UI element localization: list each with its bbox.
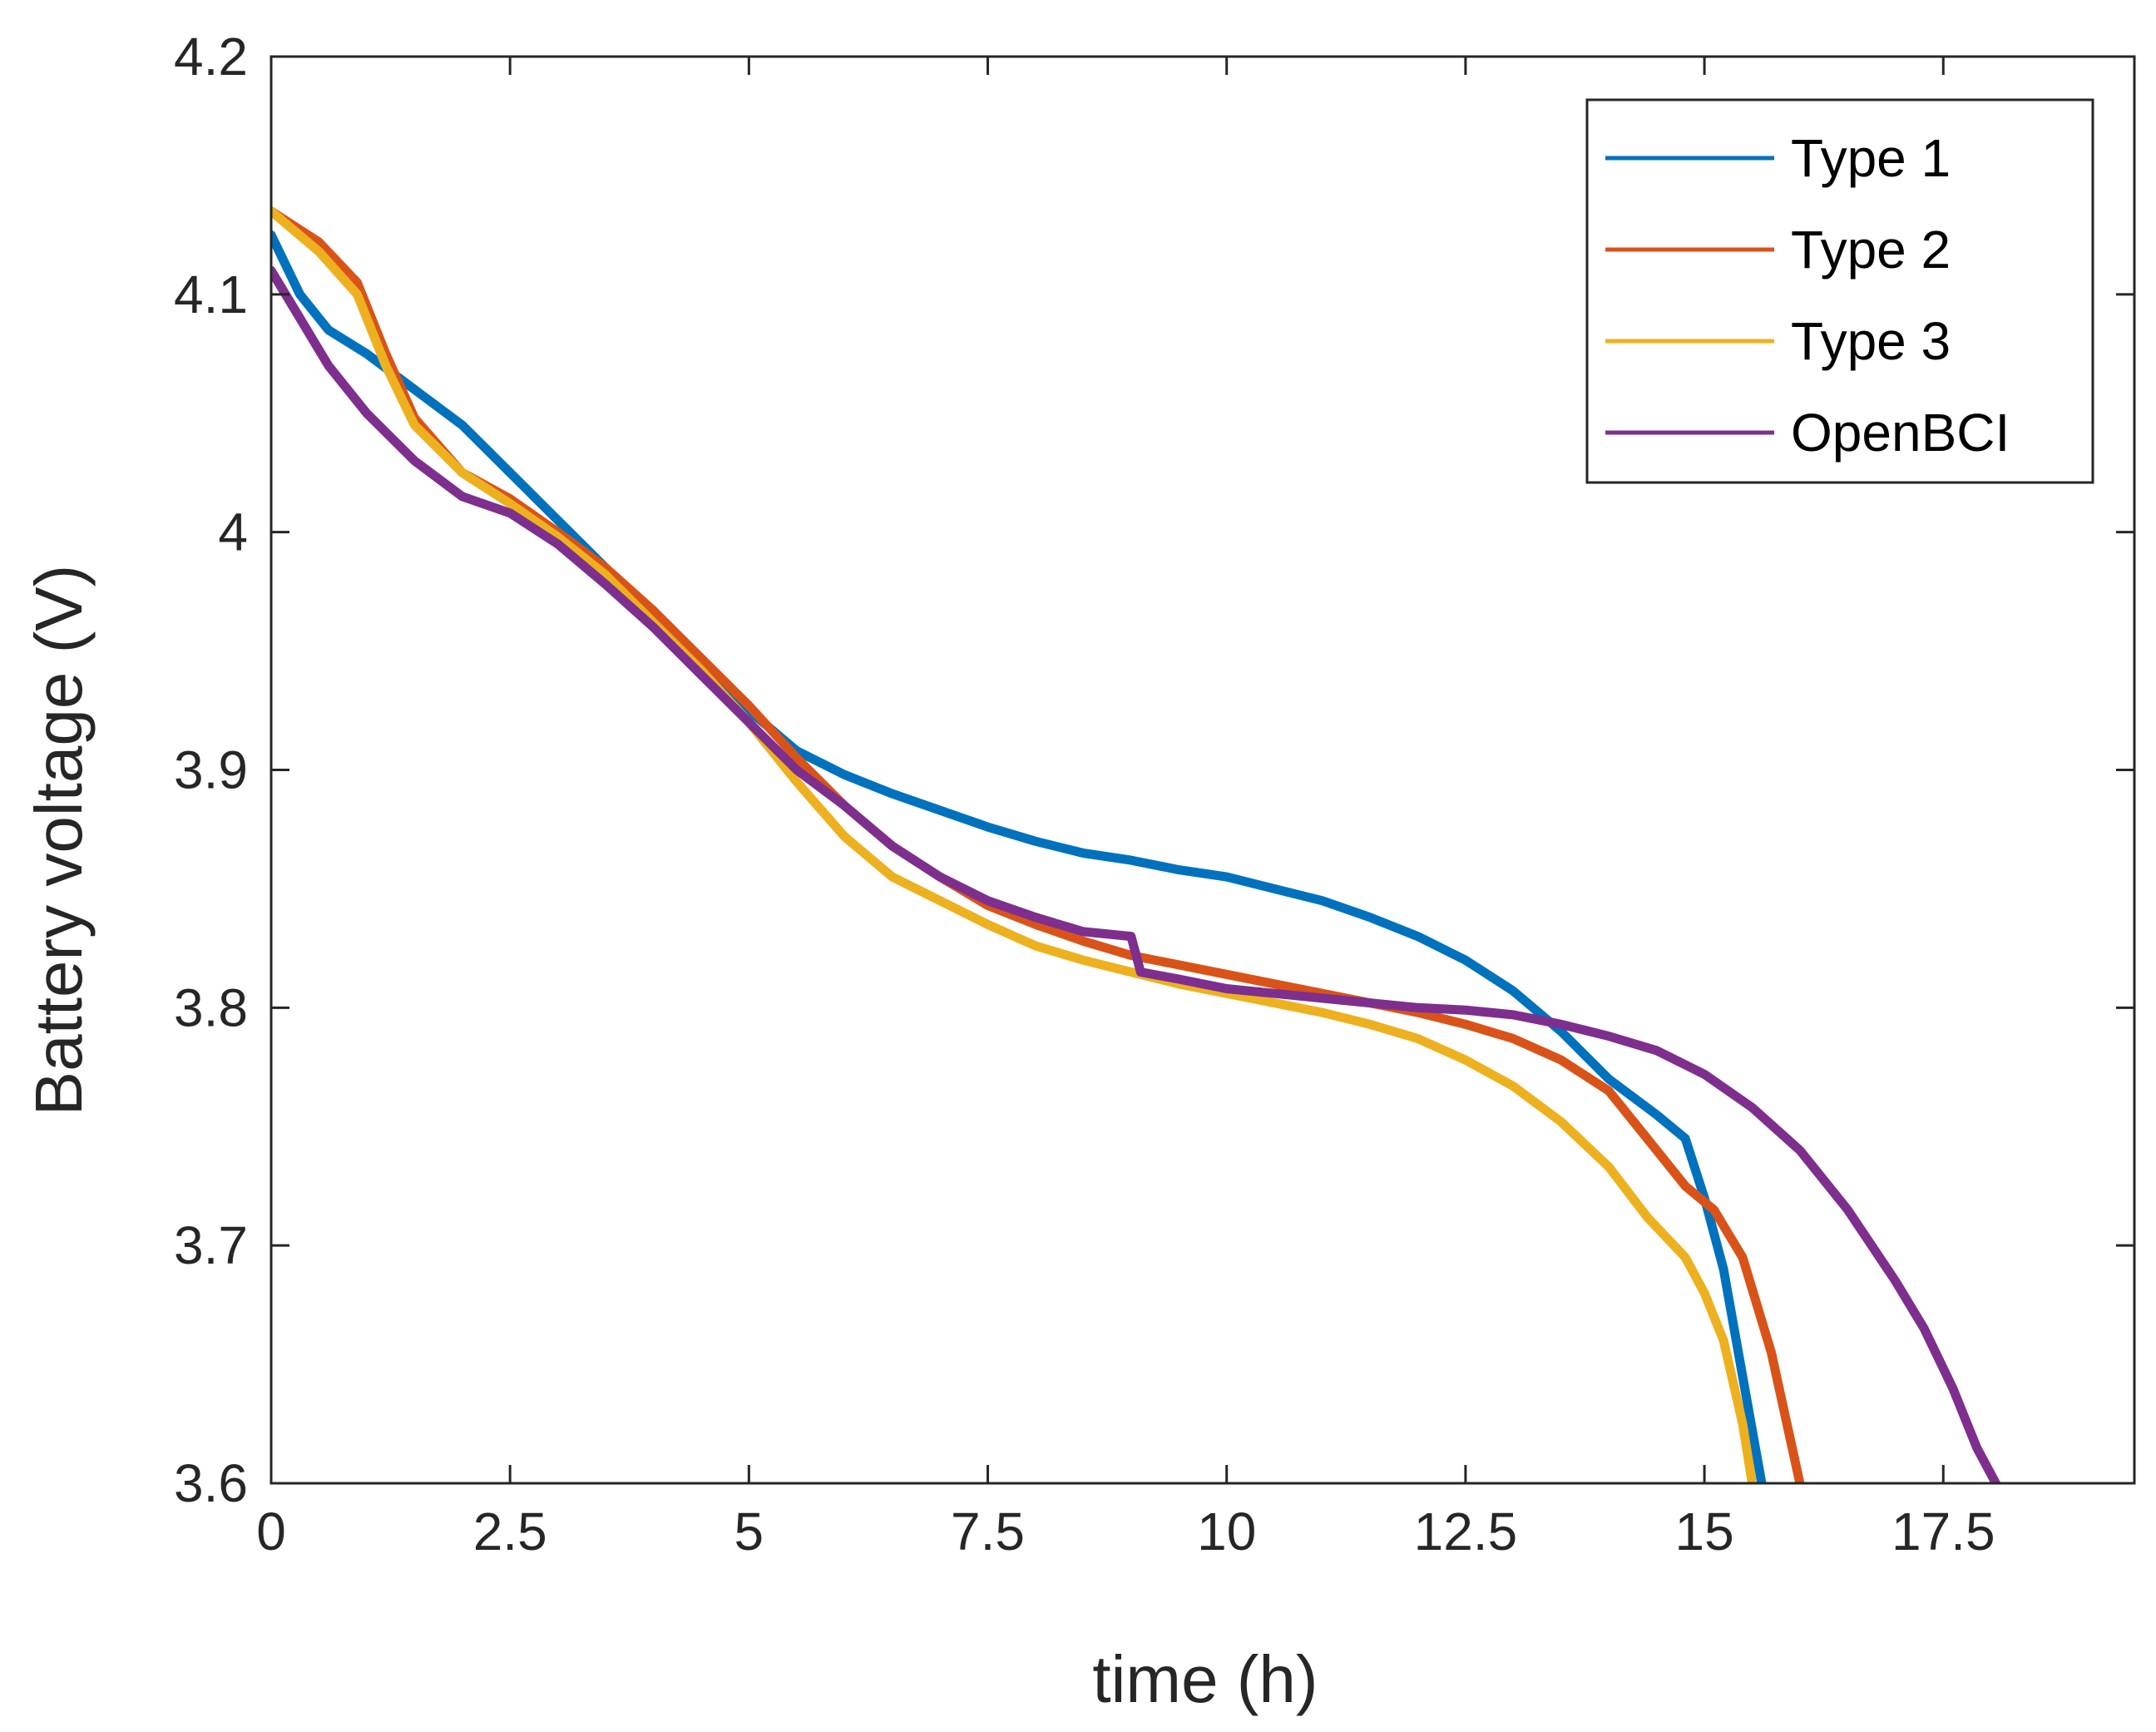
legend-label: OpenBCI: [1791, 403, 2010, 463]
x-tick-label: 10: [1197, 1502, 1256, 1561]
y-tick-label: 3.7: [174, 1215, 248, 1275]
legend-label: Type 2: [1791, 220, 1951, 280]
x-tick-label: 12.5: [1414, 1502, 1518, 1561]
x-tick-label: 0: [256, 1502, 286, 1561]
y-tick-label: 4: [218, 502, 248, 562]
x-tick-label: 17.5: [1891, 1502, 1995, 1561]
legend-box: [1585, 98, 2094, 484]
y-tick-label: 3.9: [174, 740, 248, 800]
legend-label: Type 3: [1791, 311, 1951, 371]
x-tick-label: 5: [734, 1502, 764, 1561]
y-tick-label: 3.8: [174, 977, 248, 1037]
plot-area: [271, 206, 2000, 1483]
x-tick-label: 15: [1674, 1502, 1733, 1561]
x-tick-label: 2.5: [473, 1502, 547, 1561]
series-group: [271, 206, 2000, 1483]
legend: Type 1 Type 2 Type 3 OpenBCI: [1585, 98, 2094, 484]
x-axis-label: time (h): [1092, 1642, 1318, 1716]
y-tick-label: 3.6: [174, 1453, 248, 1513]
y-tick-label: 4.2: [174, 27, 248, 87]
series-line-openbci: [271, 265, 2000, 1483]
y-tick-label: 4.1: [174, 265, 248, 324]
series-line-type-1: [271, 230, 1767, 1483]
legend-label: Type 1: [1791, 128, 1951, 188]
axes-layer: 0 2.5 5 7.5 10 12.5 15 17.5 3.6 3.7 3.8 3.9 4 4.1 4.2: [174, 27, 2136, 1561]
series-line-type-3: [271, 206, 1757, 1483]
y-axis-label: Battery voltage (V): [22, 565, 96, 1116]
x-tick-label: 7.5: [951, 1502, 1025, 1561]
